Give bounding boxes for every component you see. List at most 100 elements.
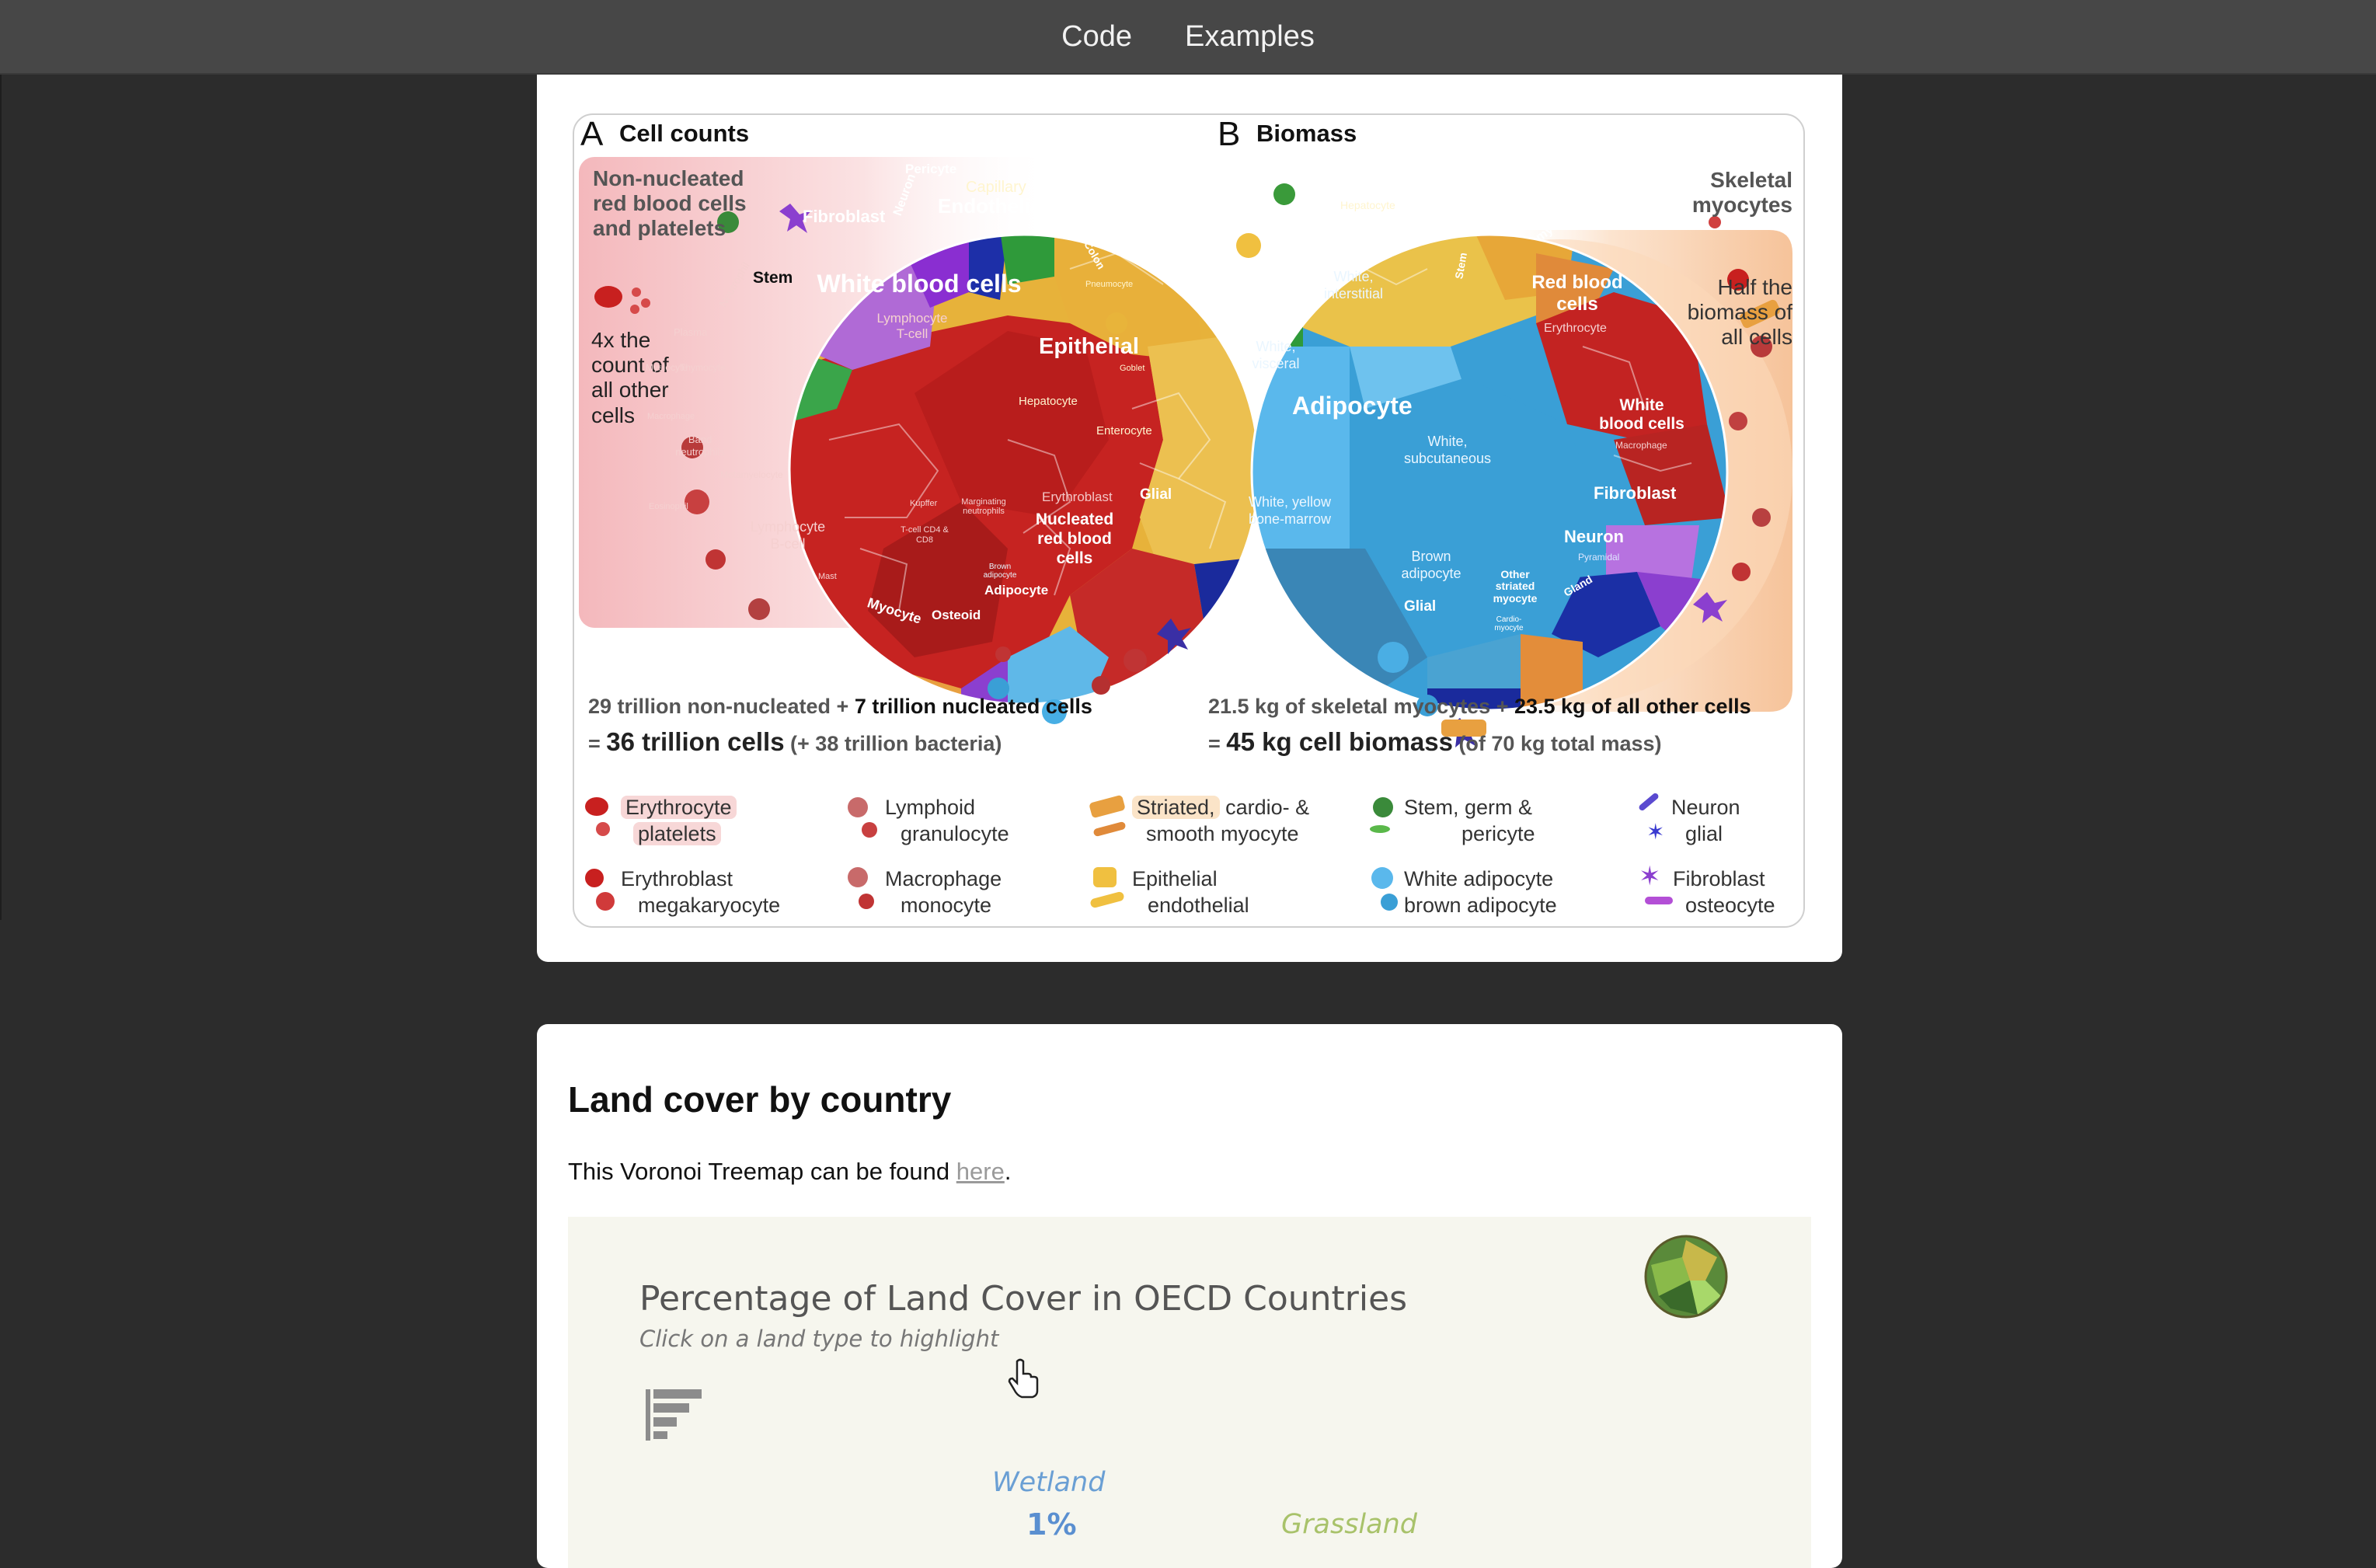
a-label-wbc: White blood cells xyxy=(817,270,1022,298)
a-label-goblet: Goblet xyxy=(1120,364,1145,373)
b-label-adipocyte: Adipocyte xyxy=(1292,392,1413,420)
a-label-erythroblast: Erythroblast xyxy=(1042,490,1113,504)
white-adipocyte-icon xyxy=(1371,867,1393,889)
land-cover-viz[interactable]: Percentage of Land Cover in OECD Countri… xyxy=(568,1217,1811,1568)
fibroblast-icon: ✶ xyxy=(1639,862,1661,891)
macrophage-icon xyxy=(848,867,868,887)
a-label-hepatocyte: Hepatocyte xyxy=(1019,395,1078,408)
nav-examples-link[interactable]: Examples xyxy=(1185,19,1315,53)
pericyte-icon xyxy=(1370,825,1390,833)
legend-item-lymphoid: Lymphoid granulocyte xyxy=(885,796,1009,845)
here-link[interactable]: here xyxy=(956,1158,1005,1185)
a-wbc-inner xyxy=(915,331,1109,517)
glial-icon: ✶ xyxy=(1646,820,1665,844)
a-label-adipocyte: Adipocyte xyxy=(984,583,1049,598)
a-bcell xyxy=(868,502,1008,657)
panel-a-summary-line1: 29 trillion non-nucleated + 7 trillion n… xyxy=(588,695,1092,718)
section-description: This Voronoi Treemap can be found here. xyxy=(568,1158,1012,1185)
a-label-osteoid: Osteoid xyxy=(932,608,981,622)
treemap-thumbnail-icon[interactable] xyxy=(1643,1234,1729,1319)
panel-a-title: Cell counts xyxy=(619,120,750,147)
legend-item-macrophage: Macrophage monocyte xyxy=(885,867,1002,917)
stem-cell-icon xyxy=(1373,797,1393,817)
a-label-glial: Glial xyxy=(1140,486,1172,503)
panel-a-summary-line2: = 36 trillion cells (+ 38 trillion bacte… xyxy=(588,727,1002,756)
a-label-pericyte: Pericyte xyxy=(905,162,957,176)
legend-item-erythrocyte: Erythrocyte platelets xyxy=(621,794,737,847)
bar-chart-toggle-icon[interactable] xyxy=(646,1386,705,1442)
legend-item-stem: Stem, germ & pericyte xyxy=(1404,796,1535,845)
b-label-wbc: White blood cells xyxy=(1599,396,1684,434)
panel-a-rbc-note: Non-nucleated red blood cells and platel… xyxy=(593,166,747,241)
panel-b-letter: B xyxy=(1218,115,1241,153)
epithelial-icon xyxy=(1093,867,1117,887)
panel-b-half-note: Half the biomass of all cells xyxy=(1687,275,1792,350)
a-label-mast: Mast xyxy=(818,572,837,581)
land-cover-card: Land cover by country This Voronoi Treem… xyxy=(537,1024,1842,1568)
left-edge xyxy=(0,73,2,920)
b-neuron xyxy=(1552,572,1660,657)
monocyte-icon xyxy=(859,894,874,909)
legend-item-epithelial: Epithelial endothelial xyxy=(1132,867,1249,917)
a-label-lymphocyte-b: Lymphocyte B-cell xyxy=(750,519,826,552)
a-label-fibroblast: Fibroblast xyxy=(803,207,886,226)
b-label-macrophage: Macrophage xyxy=(1615,440,1667,451)
a-label-pneumo: Pneumocyte xyxy=(1085,280,1134,289)
a-label-enterocyte: Enterocyte xyxy=(1096,424,1152,437)
granulocyte-icon xyxy=(862,822,877,838)
panel-a-letter: A xyxy=(580,115,604,153)
a-label-eosinophil: Eosinophil xyxy=(649,502,688,511)
viz-subtitle: Click on a land type to highlight xyxy=(639,1326,999,1352)
a-label-capillary: Capillary xyxy=(966,179,1026,196)
b-label-rbc: Red blood cells xyxy=(1531,272,1623,315)
panel-a-circle xyxy=(789,235,1259,704)
b-label-brown: Brown adipocyte xyxy=(1401,549,1461,581)
a-label-kupffer: Kupffer xyxy=(910,499,938,508)
a-glial xyxy=(1194,556,1259,657)
a-label-brown: Brown adipocyte xyxy=(983,563,1017,580)
b-other-striated xyxy=(1521,634,1583,710)
b-label-neuron: Neuron xyxy=(1564,527,1624,546)
b-label-white-interstitial: White, interstitial xyxy=(1323,269,1384,301)
b-label-epithelial: Epithelial xyxy=(1339,213,1443,239)
b-label-erythrocyte: Erythrocyte xyxy=(1544,322,1607,335)
wetland-percent: 1% xyxy=(1026,1507,1077,1542)
legend-item-adipocyte: White adipocyte brown adipocyte xyxy=(1404,867,1557,917)
wetland-label[interactable]: Wetland xyxy=(992,1467,1106,1498)
a-pericyte xyxy=(1000,235,1070,284)
a-label-endothelial: Endothelial xyxy=(938,194,1047,218)
b-label-cardio: Cardio-myocyte xyxy=(1494,615,1524,632)
legend-item-striated: Striated, cardio- & smooth myocyte xyxy=(1132,794,1309,847)
grassland-label[interactable]: Grassland xyxy=(1281,1509,1417,1540)
a-label-lymphocyte-t: Lymphocyte T-cell xyxy=(876,311,948,342)
a-label-stem: Stem xyxy=(753,269,793,287)
lymphoid-icon xyxy=(848,797,868,817)
legend-item-neuron: Neuron glial xyxy=(1671,796,1740,845)
viz-title: Percentage of Land Cover in OECD Countri… xyxy=(639,1279,1408,1319)
legend-item-fibroblast: Fibroblast osteocyte xyxy=(1673,867,1775,917)
b-adipocyte xyxy=(1365,378,1606,657)
a-label-cd4: T-cell CD4 & CD8 xyxy=(901,525,949,545)
erythrocyte-icon xyxy=(585,797,608,816)
brown-adipocyte-icon xyxy=(1381,894,1398,911)
cell-figure: A Cell counts Non-nucleated red blood ce… xyxy=(573,113,1839,928)
b-circle-outline xyxy=(1250,233,1729,712)
a-label-band: Band neutrophils xyxy=(675,434,725,458)
a-label-plasma: Plasma xyxy=(674,326,708,338)
panel-b-summary-line1: 21.5 kg of skeletal myocytes + 23.5 kg o… xyxy=(1208,695,1751,718)
nav-code-link[interactable]: Code xyxy=(1061,19,1132,53)
b-label-glial: Glial xyxy=(1404,598,1437,615)
panel-b-title: Biomass xyxy=(1256,120,1357,147)
b-label-pyramidal: Pyramidal xyxy=(1578,552,1620,563)
a-label-marginating: Marginating neutrophils xyxy=(961,497,1006,517)
megakaryocyte-icon xyxy=(596,892,615,911)
pointer-cursor-icon xyxy=(1008,1358,1039,1399)
figure-card: A Cell counts Non-nucleated red blood ce… xyxy=(537,70,1842,962)
b-label-fibroblast: Fibroblast xyxy=(1594,483,1677,503)
b-white-visceral xyxy=(1252,347,1350,549)
b-rbc xyxy=(1536,292,1707,440)
b-fibroblast xyxy=(1606,525,1699,580)
b-smooth xyxy=(1536,253,1614,331)
a-epithelial xyxy=(1140,331,1259,580)
decor-cells xyxy=(594,183,1780,747)
